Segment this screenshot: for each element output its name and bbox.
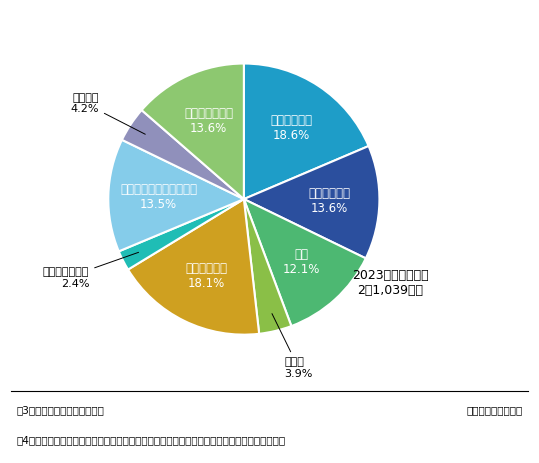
Text: チューインガム
2.4%: チューインガム 2.4% [43,252,139,288]
Text: 2023年度市場規模
2兆1,039億円: 2023年度市場規模 2兆1,039億円 [352,269,429,297]
Text: 注3．メーカー出荷金額ベース: 注3．メーカー出荷金額ベース [16,405,104,415]
Wedge shape [128,199,259,335]
Text: 豆菓子
3.9%: 豆菓子 3.9% [272,313,313,379]
Text: ビスケット類
13.6%: ビスケット類 13.6% [308,187,350,215]
Text: 注4．その他には半生菓子、かりんとうなどの油菓子、玩具菓子、知育菓子、駄菓子などを含む: 注4．その他には半生菓子、かりんとうなどの油菓子、玩具菓子、知育菓子、駄菓子など… [16,435,285,445]
Wedge shape [119,199,244,269]
Text: チョコレート
18.6%: チョコレート 18.6% [270,114,312,142]
Wedge shape [108,140,244,251]
Text: キャンディ・キャラメル
13.5%: キャンディ・キャラメル 13.5% [120,183,197,211]
Text: スナック菓子
18.1%: スナック菓子 18.1% [185,262,227,290]
Text: 輸入菓子
4.2%: 輸入菓子 4.2% [71,93,146,134]
Text: 米菓
12.1%: 米菓 12.1% [282,248,320,276]
Wedge shape [244,199,366,326]
Wedge shape [244,63,369,199]
Text: 矢野経済研究所調べ: 矢野経済研究所調べ [467,405,523,415]
Wedge shape [122,110,244,199]
Wedge shape [244,146,379,258]
Wedge shape [142,63,244,199]
Text: その他菓子製品
13.6%: その他菓子製品 13.6% [184,107,233,135]
Wedge shape [244,199,292,334]
